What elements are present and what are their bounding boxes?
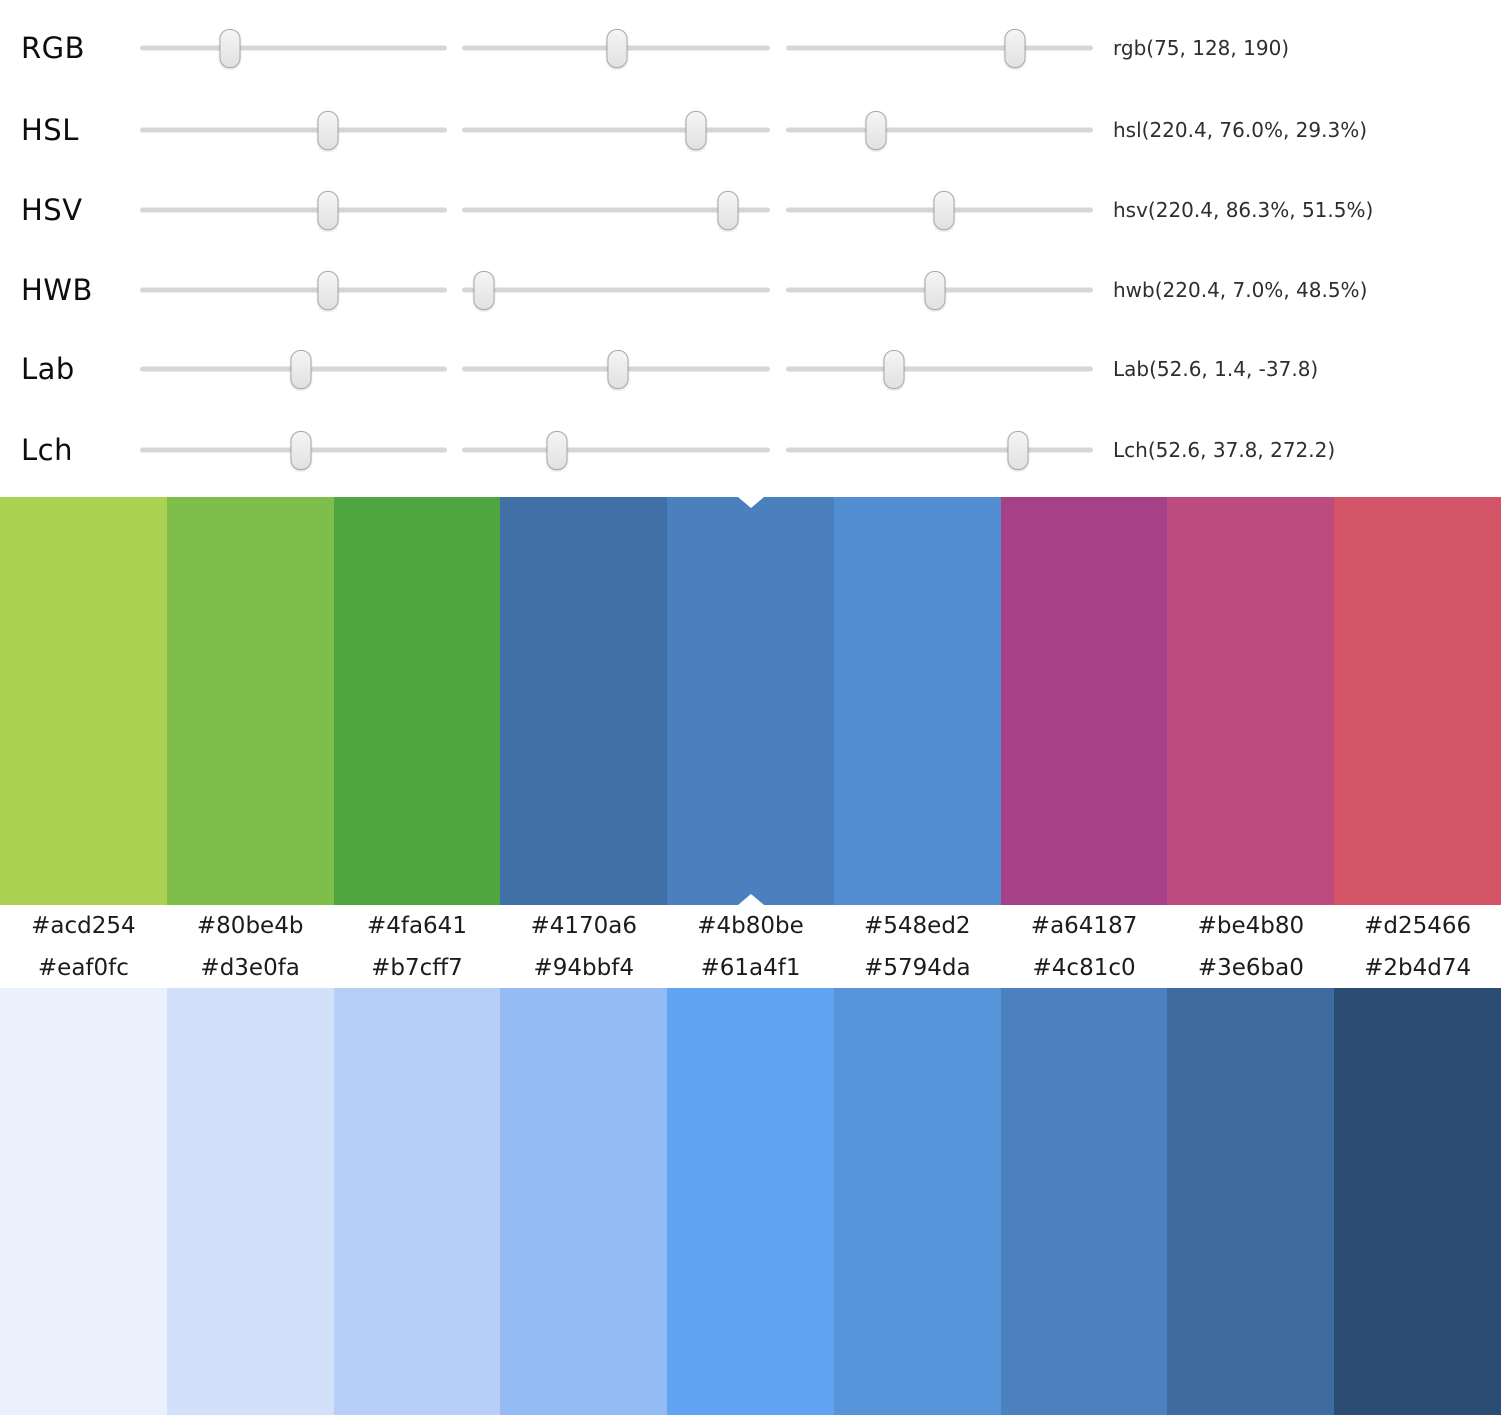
hsv-value-thumb[interactable] [933,190,955,230]
palette-swatch[interactable] [500,497,668,905]
hsl-lightness-thumb[interactable] [865,110,887,150]
palette-swatch[interactable] [0,988,167,1415]
hsv-value-slider[interactable] [786,190,1093,230]
lab-a-slider[interactable] [462,349,770,389]
palette-swatch[interactable] [500,988,668,1415]
palette-swatch[interactable] [667,988,834,1415]
hex-label: #548ed2 [864,912,971,939]
slider-row-lch: Lch Lch(52.6, 37.8, 272.2) [0,411,1501,489]
lab-a-thumb[interactable] [607,349,629,389]
hex-label: #4fa641 [366,912,467,939]
hex-label: #acd254 [31,912,136,939]
lch-lightness-thumb[interactable] [290,430,312,470]
colorspace-label-hwb: HWB [21,273,93,307]
palette-swatch[interactable] [1334,988,1501,1415]
hsv-value-text: hsv(220.4, 86.3%, 51.5%) [1113,198,1374,222]
lab-b-thumb[interactable] [883,349,905,389]
hex-label: #b7cff7 [371,955,463,981]
hex-label: #4170a6 [530,912,637,939]
lch-value-text: Lch(52.6, 37.8, 272.2) [1113,438,1336,462]
rgb-red-slider[interactable] [140,28,447,68]
palette-swatch[interactable] [1000,497,1168,905]
palette-swatch[interactable] [1334,497,1501,905]
colorspace-label-lab: Lab [21,352,75,386]
sequential-hex-labels: #eaf0fc #d3e0fa #b7cff7 #94bbf4 #61a4f1 … [0,948,1501,988]
hsv-saturation-slider[interactable] [462,190,770,230]
hsl-hue-slider[interactable] [140,110,447,150]
palette-swatch[interactable] [1000,988,1168,1415]
slider-row-hwb: HWB hwb(220.4, 7.0%, 48.5%) [0,251,1501,329]
lch-hue-thumb[interactable] [1007,430,1029,470]
hwb-hue-thumb[interactable] [317,270,339,310]
hwb-blackness-thumb[interactable] [924,270,946,310]
hex-label: #a64187 [1030,912,1138,939]
hex-label: #5794da [864,955,971,981]
rgb-blue-thumb[interactable] [1004,28,1026,68]
lab-lightness-slider[interactable] [140,349,447,389]
colorspace-label-rgb: RGB [21,31,86,65]
diverging-hex-labels: #acd254 #80be4b #4fa641 #4170a6 #4b80be … [0,903,1501,948]
palette-swatch[interactable] [1167,988,1335,1415]
slider-row-rgb: RGB rgb(75, 128, 190) [0,9,1501,87]
hex-label: #d3e0fa [200,955,300,981]
lch-lightness-slider[interactable] [140,430,447,470]
slider-panel: RGB rgb(75, 128, 190) HSL hsl(220 [0,0,1501,490]
hex-label: #3e6ba0 [1197,955,1304,981]
lch-hue-slider[interactable] [786,430,1093,470]
palette-swatch[interactable] [0,497,167,905]
palette-swatch[interactable] [1167,497,1335,905]
lch-chroma-thumb[interactable] [546,430,568,470]
colorspace-label-lch: Lch [21,433,73,467]
lab-value-text: Lab(52.6, 1.4, -37.8) [1113,357,1319,381]
hsl-value-text: hsl(220.4, 76.0%, 29.3%) [1113,118,1368,142]
hsv-hue-thumb[interactable] [317,190,339,230]
hsl-lightness-slider[interactable] [786,110,1093,150]
rgb-red-thumb[interactable] [219,28,241,68]
hwb-hue-slider[interactable] [140,270,447,310]
hsv-saturation-thumb[interactable] [717,190,739,230]
rgb-green-slider[interactable] [462,28,770,68]
hex-label: #94bbf4 [533,955,634,981]
hsl-hue-thumb[interactable] [317,110,339,150]
hsl-saturation-slider[interactable] [462,110,770,150]
hwb-whiteness-thumb[interactable] [473,270,495,310]
lab-b-slider[interactable] [786,349,1093,389]
rgb-green-thumb[interactable] [606,28,628,68]
palette-swatch[interactable] [333,988,501,1415]
hex-label: #61a4f1 [700,955,801,981]
palette-swatch[interactable] [166,497,334,905]
hex-label: #2b4d74 [1364,955,1472,981]
diverging-palette [0,497,1501,905]
lch-chroma-slider[interactable] [462,430,770,470]
palette-swatch-selected[interactable] [667,497,834,905]
hex-label: #eaf0fc [37,955,129,981]
rgb-value-text: rgb(75, 128, 190) [1113,36,1290,60]
sequential-palette [0,988,1501,1415]
hex-label: #4c81c0 [1032,955,1136,981]
slider-row-hsl: HSL hsl(220.4, 76.0%, 29.3%) [0,91,1501,169]
hex-label: #d25466 [1364,912,1472,939]
slider-row-hsv: HSV hsv(220.4, 86.3%, 51.5%) [0,171,1501,249]
hwb-value-text: hwb(220.4, 7.0%, 48.5%) [1113,278,1368,302]
palette-swatch[interactable] [833,497,1001,905]
hex-label: #80be4b [196,912,304,939]
hsl-saturation-thumb[interactable] [685,110,707,150]
hex-label: #be4b80 [1197,912,1305,939]
hwb-blackness-slider[interactable] [786,270,1093,310]
hwb-whiteness-slider[interactable] [462,270,770,310]
slider-row-lab: Lab Lab(52.6, 1.4, -37.8) [0,330,1501,408]
hsv-hue-slider[interactable] [140,190,447,230]
colorspace-label-hsv: HSV [21,193,83,227]
colorspace-label-hsl: HSL [21,113,79,147]
rgb-blue-slider[interactable] [786,28,1093,68]
palette-swatch[interactable] [833,988,1001,1415]
hex-label: #4b80be [697,912,804,939]
palette-swatch[interactable] [333,497,501,905]
lab-lightness-thumb[interactable] [290,349,312,389]
palette-swatch[interactable] [166,988,334,1415]
